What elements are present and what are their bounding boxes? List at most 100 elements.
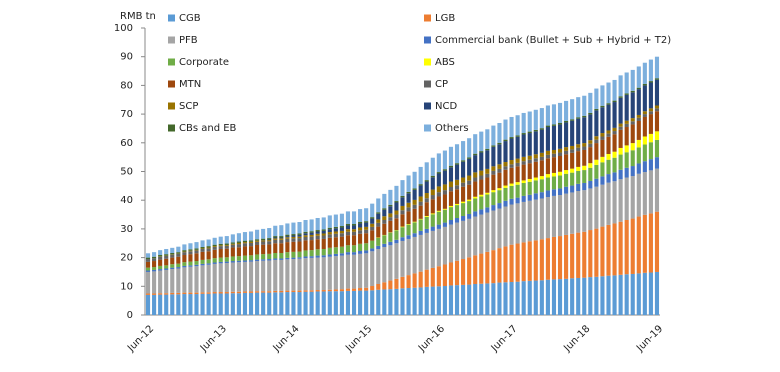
bar-segment bbox=[315, 291, 320, 315]
bar-segment bbox=[345, 252, 351, 255]
bar-segment bbox=[400, 237, 405, 241]
bar-segment bbox=[654, 79, 660, 106]
bar-segment bbox=[557, 122, 563, 125]
bar-segment bbox=[182, 250, 187, 252]
bar-segment bbox=[273, 258, 278, 260]
bar-segment bbox=[442, 286, 447, 315]
bar-segment bbox=[182, 294, 187, 315]
bar-segment bbox=[279, 236, 284, 238]
bar-segment bbox=[582, 170, 587, 183]
bar-segment bbox=[242, 255, 248, 261]
bar-segment bbox=[424, 193, 429, 199]
bar-segment bbox=[345, 225, 351, 230]
bar-segment bbox=[485, 212, 490, 252]
bar-segment bbox=[479, 175, 484, 180]
bar-segment bbox=[491, 145, 496, 147]
bar-segment bbox=[624, 72, 629, 94]
bar-segment bbox=[370, 286, 375, 291]
bar-segment bbox=[588, 140, 593, 144]
bar-segment bbox=[339, 227, 344, 231]
bar-segment bbox=[388, 280, 393, 290]
bar-segment bbox=[345, 231, 351, 236]
bar-segment bbox=[491, 283, 496, 315]
bar-segment bbox=[654, 131, 660, 140]
bar-segment bbox=[606, 224, 611, 276]
bar-segment bbox=[448, 167, 454, 182]
bar-segment bbox=[412, 236, 417, 274]
bar-segment bbox=[327, 234, 332, 238]
legend-item: LGB bbox=[424, 13, 455, 24]
legend-swatch bbox=[424, 102, 431, 110]
bar-segment bbox=[194, 292, 199, 295]
bar-segment bbox=[473, 216, 478, 256]
bar-segment bbox=[188, 243, 193, 250]
bar-segment bbox=[527, 200, 532, 242]
bar-segment bbox=[636, 114, 641, 118]
bar-segment bbox=[267, 240, 272, 242]
bar-segment bbox=[545, 238, 550, 280]
bar-segment bbox=[654, 105, 660, 109]
bar-segment bbox=[412, 273, 417, 288]
bar-segment bbox=[582, 95, 587, 116]
bar-segment bbox=[388, 245, 393, 281]
bar-segment bbox=[648, 133, 653, 143]
bar-segment bbox=[152, 293, 157, 295]
bar-segment bbox=[588, 147, 593, 164]
bar-segment bbox=[418, 166, 423, 185]
bar-segment bbox=[339, 253, 344, 256]
bar-segment bbox=[218, 248, 223, 258]
bar-segment bbox=[594, 110, 599, 137]
bar-segment bbox=[279, 290, 284, 293]
bar-segment bbox=[388, 289, 393, 315]
bar-segment bbox=[545, 279, 550, 315]
bar-segment bbox=[273, 253, 278, 259]
bar-segment bbox=[291, 234, 296, 236]
bar-segment bbox=[612, 223, 617, 276]
bar-segment bbox=[600, 162, 605, 177]
bar-segment bbox=[297, 292, 302, 315]
bar-segment bbox=[454, 285, 460, 315]
bar-segment bbox=[582, 149, 587, 166]
bar-segment bbox=[248, 291, 254, 293]
bar-segment bbox=[200, 263, 205, 266]
bar-segment bbox=[158, 250, 163, 256]
bar-segment bbox=[570, 168, 575, 173]
bar-segment bbox=[406, 207, 411, 212]
bar-segment bbox=[400, 226, 405, 228]
bar-segment bbox=[630, 218, 635, 274]
bar-segment bbox=[333, 291, 338, 315]
bar-segment bbox=[588, 180, 593, 189]
bar-segment bbox=[412, 287, 417, 315]
bar-segment bbox=[636, 66, 641, 88]
bar-segment bbox=[509, 167, 514, 184]
y-tick-label: 70 bbox=[120, 109, 133, 120]
bar-segment bbox=[297, 233, 302, 235]
bar-segment bbox=[442, 150, 447, 170]
bar-segment bbox=[436, 196, 441, 211]
bar-segment bbox=[521, 133, 526, 135]
bar-segment bbox=[327, 291, 332, 315]
bar-segment bbox=[248, 246, 254, 256]
bar-segment bbox=[236, 244, 241, 248]
bar-segment bbox=[436, 192, 441, 197]
bar-segment bbox=[515, 203, 520, 244]
bar-segment bbox=[170, 294, 175, 315]
bar-segment bbox=[242, 232, 248, 241]
bar-segment bbox=[630, 69, 635, 91]
bar-segment bbox=[491, 205, 496, 211]
bar-segment bbox=[497, 172, 502, 189]
bar-segment bbox=[321, 229, 326, 231]
bar-segment bbox=[570, 185, 575, 193]
bar-segment bbox=[551, 149, 557, 154]
bar-segment bbox=[188, 266, 193, 293]
bar-segment bbox=[333, 237, 338, 248]
bar-segment bbox=[570, 119, 575, 121]
bar-segment bbox=[194, 242, 199, 249]
bar-segment bbox=[612, 79, 617, 101]
bar-segment bbox=[509, 164, 514, 168]
bar-segment bbox=[273, 238, 278, 240]
bar-segment bbox=[636, 173, 641, 217]
bar-segment bbox=[267, 253, 272, 260]
bar-segment bbox=[176, 294, 181, 315]
bar-segment bbox=[545, 127, 550, 151]
